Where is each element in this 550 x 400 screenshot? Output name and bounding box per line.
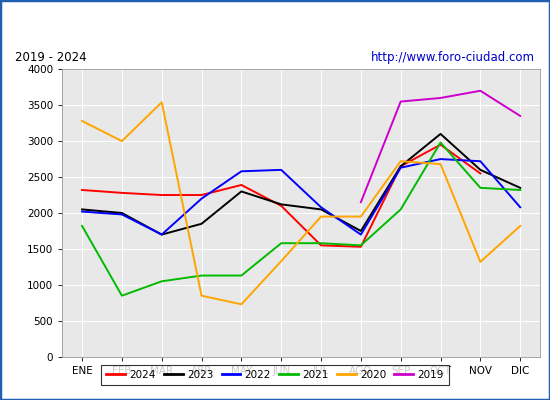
Legend: 2024, 2023, 2022, 2021, 2020, 2019: 2024, 2023, 2022, 2021, 2020, 2019 [101, 364, 449, 385]
Text: http://www.foro-ciudad.com: http://www.foro-ciudad.com [371, 51, 535, 64]
Text: Evolucion Nº Turistas Nacionales en el municipio de Castilleja de la Cuesta: Evolucion Nº Turistas Nacionales en el m… [0, 20, 550, 33]
Text: 2019 - 2024: 2019 - 2024 [15, 51, 87, 64]
